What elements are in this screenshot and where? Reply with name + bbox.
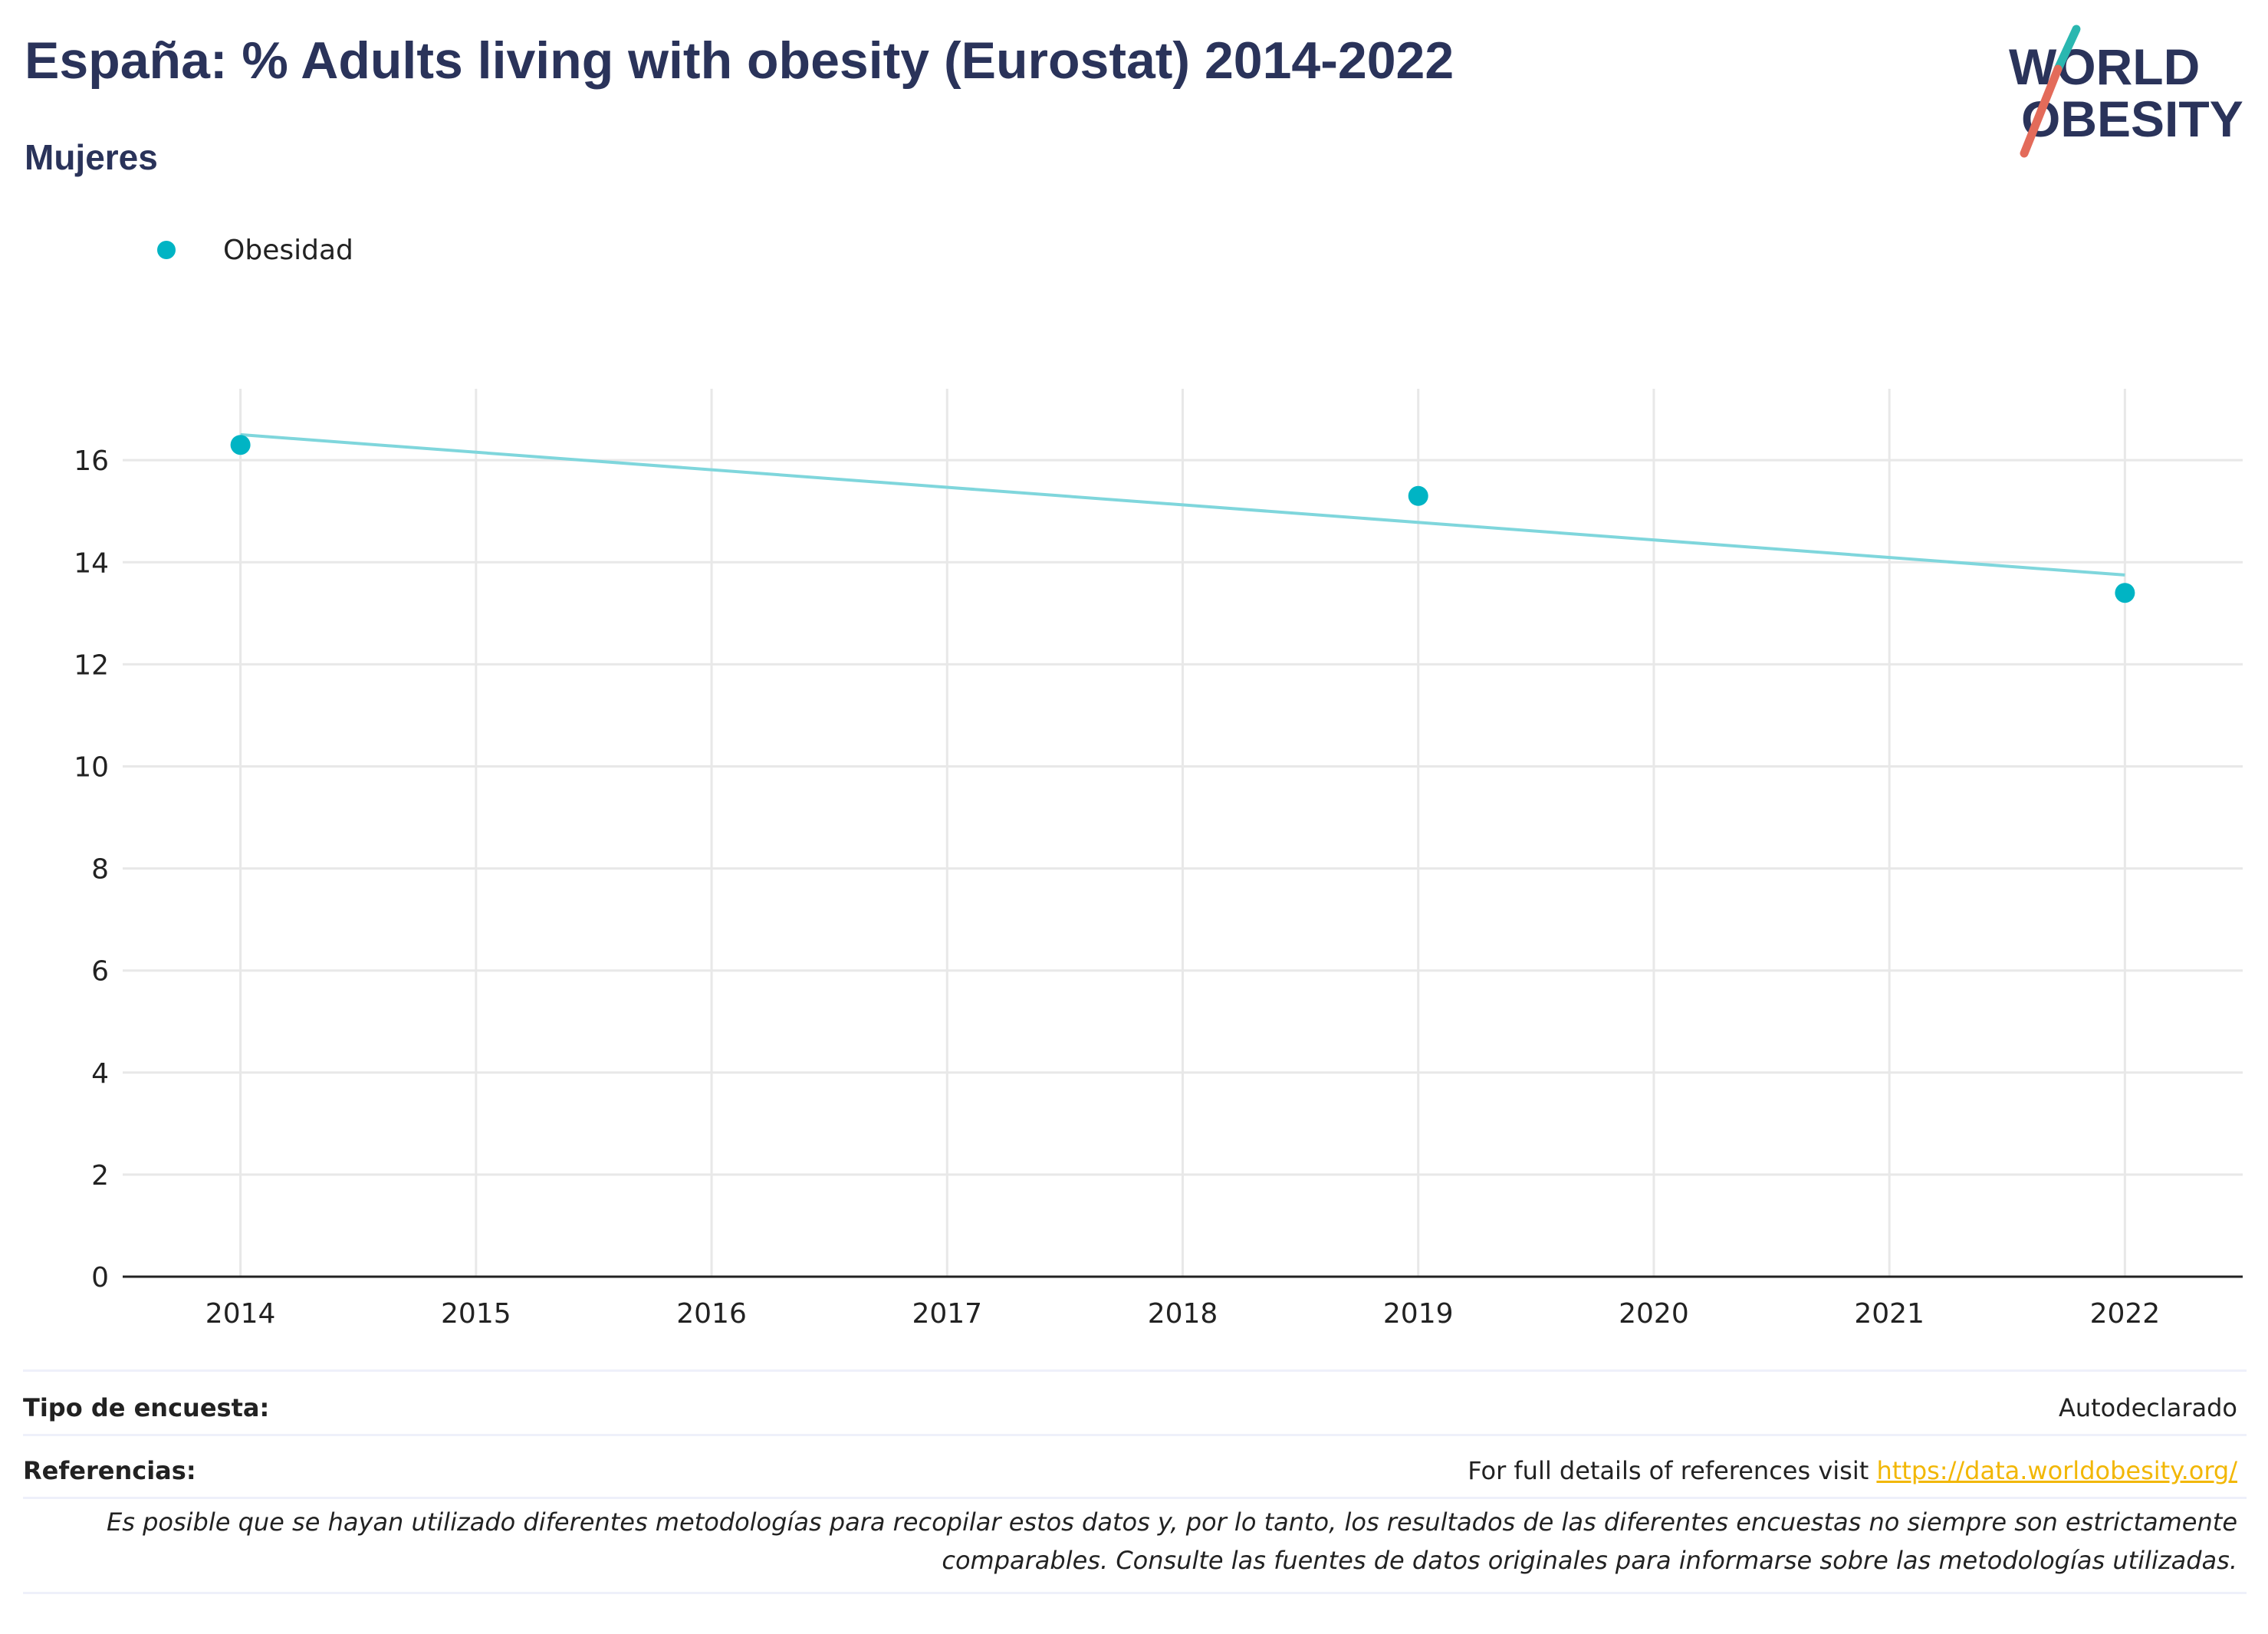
logo-word-1: WORLD (2009, 38, 2200, 95)
methodology-note: Es posible que se hayan utilizado difere… (29, 1503, 2237, 1580)
data-point (2115, 583, 2135, 603)
x-tick-label: 2021 (1854, 1298, 1925, 1330)
y-tick-label: 12 (74, 649, 109, 681)
legend[interactable]: Obesidad (157, 228, 353, 271)
references-value: For full details of references visit htt… (1468, 1456, 2237, 1485)
y-tick-label: 4 (91, 1058, 109, 1090)
x-tick-label: 2022 (2090, 1298, 2161, 1330)
x-tick-label: 2015 (441, 1298, 511, 1330)
y-tick-label: 10 (74, 751, 109, 783)
x-tick-label: 2020 (1619, 1298, 1689, 1330)
chart-subtitle: Mujeres (25, 137, 158, 177)
footer-divider-1 (23, 1369, 2247, 1372)
chart-title: España: % Adults living with obesity (Eu… (25, 31, 1454, 90)
survey-type-value: Autodeclarado (2058, 1393, 2237, 1422)
y-tick-label: 0 (91, 1262, 109, 1294)
references-row: Referencias: For full details of referen… (23, 1449, 2237, 1492)
footer-divider-4 (23, 1592, 2247, 1594)
y-tick-label: 2 (91, 1160, 109, 1192)
data-point (230, 435, 251, 455)
world-obesity-logo: WORLD OBESITY (2009, 25, 2243, 158)
scatter-chart: 0 2 4 6 8 10 12 14 16 2014 2015 2016 2017 2018 2019 202… (74, 389, 2243, 1330)
references-text: For full details of references visit (1468, 1456, 1877, 1485)
x-tick-label: 2018 (1148, 1298, 1218, 1330)
methodology-note-line-2: comparables. Consulte las fuentes de dat… (942, 1546, 2237, 1575)
logo-slash-teal (2053, 25, 2081, 74)
references-label: Referencias: (23, 1456, 196, 1485)
x-tick-label: 2014 (205, 1298, 276, 1330)
references-link[interactable]: https://data.worldobesity.org/ (1876, 1456, 2237, 1485)
logo-word-2: OBESITY (2021, 90, 2243, 147)
y-tick-label: 6 (91, 956, 109, 988)
footer-divider-2 (23, 1434, 2247, 1436)
data-point (1408, 485, 1428, 506)
y-tick-label: 14 (74, 547, 109, 579)
survey-type-row: Tipo de encuesta: Autodeclarado (23, 1386, 2237, 1429)
logo-slash-coral (2020, 64, 2063, 158)
x-tick-label: 2019 (1383, 1298, 1454, 1330)
methodology-note-line-1: Es posible que se hayan utilizado difere… (107, 1507, 2237, 1537)
x-tick-label: 2017 (912, 1298, 982, 1330)
x-tick-label: 2016 (676, 1298, 747, 1330)
y-tick-label: 16 (74, 445, 109, 477)
footer-divider-3 (23, 1497, 2247, 1499)
legend-label: Obesidad (223, 234, 353, 266)
trendline (240, 432, 2125, 577)
y-tick-label: 8 (91, 854, 109, 886)
survey-type-label: Tipo de encuesta: (23, 1393, 270, 1422)
legend-marker-icon (157, 241, 176, 259)
